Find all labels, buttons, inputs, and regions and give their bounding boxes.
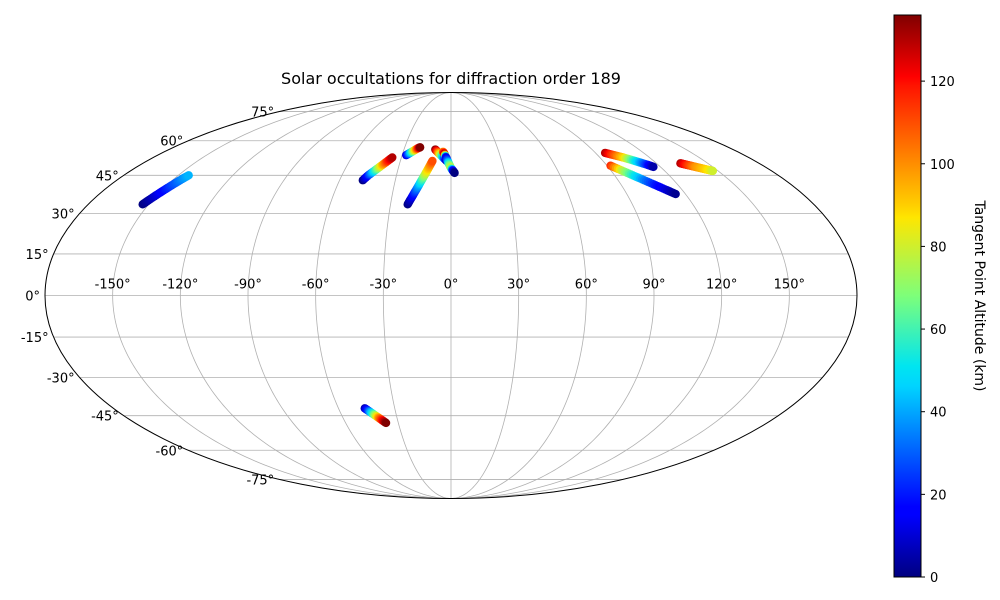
colorbar-label: Tangent Point Altitude (km) — [971, 199, 987, 391]
longitude-tick-label: 30° — [507, 278, 530, 293]
latitude-tick-label: -75° — [246, 473, 274, 488]
map-grid — [45, 92, 857, 499]
occultation-point — [388, 153, 397, 162]
latitude-tick-label: -60° — [156, 444, 184, 459]
occultation-point — [450, 168, 459, 178]
longitude-tick-label: -30° — [369, 278, 397, 293]
colorbar-ticks: 0 20 40 60 80 100 120 — [921, 75, 955, 586]
longitude-tick-label: -150° — [95, 278, 131, 293]
chart-title: Solar occultations for diffraction order… — [281, 69, 621, 88]
colorbar-tick-label: 100 — [930, 158, 955, 173]
occultation-point — [671, 189, 680, 199]
longitude-tick-label: 90° — [642, 278, 665, 293]
latitude-tick-labels: -75° -60° -45° -30° -15° 0° 15° 30° 45° 60° 75° — [21, 106, 274, 489]
longitude-tick-label: 0° — [444, 278, 459, 293]
occultation-point — [381, 418, 391, 428]
colorbar-tick-label: 0 — [930, 571, 938, 586]
occultation-track — [138, 171, 193, 209]
occultation-track — [438, 147, 459, 178]
latitude-tick-label: -15° — [21, 331, 49, 346]
occultation-track — [600, 148, 658, 172]
occultation-track — [606, 161, 680, 199]
latitude-tick-label: -30° — [47, 372, 75, 387]
longitude-tick-labels: -150° -120° -90° -60° -30° 0° 30° 60° 90° 120° 150… — [95, 278, 805, 293]
latitude-tick-label: 60° — [160, 135, 183, 150]
occultation-track — [403, 156, 437, 209]
occultation-point — [415, 143, 425, 152]
colorbar-tick-label: 80 — [930, 240, 947, 255]
latitude-tick-label: 30° — [52, 207, 75, 222]
latitude-tick-label: 0° — [25, 290, 40, 305]
longitude-tick-label: 60° — [575, 278, 598, 293]
occultation-track — [401, 143, 425, 160]
colorbar-tick-label: 60 — [930, 323, 947, 338]
longitude-tick-label: 120° — [706, 278, 737, 293]
longitude-tick-label: -120° — [162, 278, 198, 293]
colorbar-tick-label: 40 — [930, 406, 947, 421]
occultation-point — [649, 162, 658, 172]
latitude-tick-label: 15° — [26, 248, 49, 263]
longitude-tick-label: -90° — [234, 278, 262, 293]
occultation-point — [184, 171, 193, 180]
longitude-tick-label: 150° — [774, 278, 805, 293]
map-boundary — [44, 92, 858, 499]
occultation-track — [676, 159, 718, 176]
colorbar-tick-label: 20 — [930, 488, 947, 503]
colorbar-tick-label: 120 — [930, 75, 955, 90]
latitude-tick-label: 45° — [96, 169, 119, 184]
colorbar — [893, 14, 922, 578]
latitude-tick-label: 75° — [251, 106, 274, 121]
occultation-points — [138, 143, 718, 428]
occultation-point — [708, 166, 718, 176]
latitude-tick-label: -45° — [91, 410, 119, 425]
occultation-point — [428, 156, 437, 166]
occultation-track — [358, 153, 397, 185]
occultation-track — [360, 404, 391, 428]
longitude-tick-label: -60° — [302, 278, 330, 293]
